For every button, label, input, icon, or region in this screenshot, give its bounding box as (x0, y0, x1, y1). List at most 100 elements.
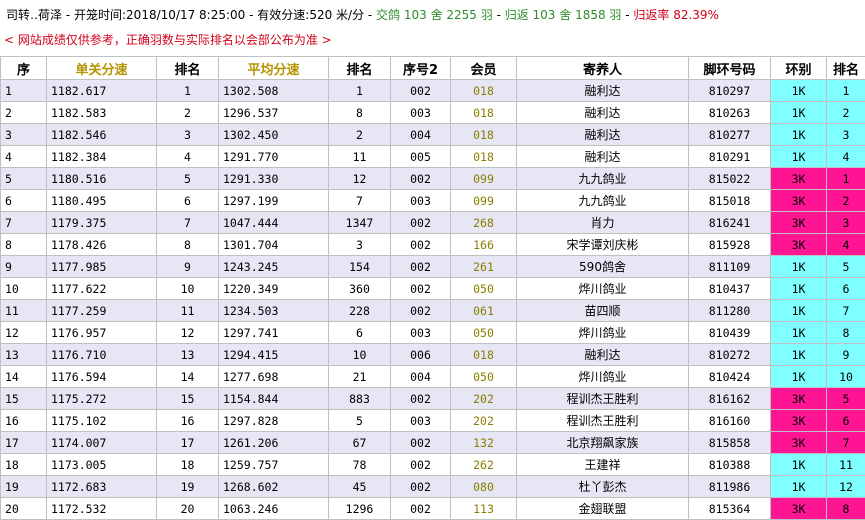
table-row[interactable]: 11 1177.259 11 1234.503 228 002 061 苗四顺 811280 1K… (0, 299, 865, 322)
table-row[interactable]: 2 1182.583 2 1296.537 8 003 018 融利达 810263 1K 2 (0, 101, 865, 124)
table-row[interactable]: 12 1176.957 12 1297.741 6 003 050 烨川鸽业 810439 1K 8 (0, 321, 865, 344)
table-row[interactable]: 7 1179.375 7 1047.444 1347 002 268 肖力 816241 3K 3 (0, 211, 865, 234)
valid-speed-label: 有效分速: (257, 8, 310, 22)
col-header-single-speed[interactable]: 单关分速 (46, 56, 157, 80)
cell-ring-number: 815928 (688, 233, 771, 256)
cell-avg-speed: 1302.508 (218, 79, 329, 102)
table-row[interactable]: 6 1180.495 6 1297.199 7 003 099 九九鸽业 815018 3K 2 (0, 189, 865, 212)
cell-single-speed: 1176.957 (46, 321, 157, 344)
disclaimer-notice: < 网站成绩仅供参考，正确羽数与实际排名以会部公布为准 > (4, 33, 332, 47)
cell-owner: 烨川鸽业 (516, 365, 689, 388)
cell-rank: 12 (156, 321, 219, 344)
table-row[interactable]: 18 1173.005 18 1259.757 78 002 262 王建祥 810388 1K 1… (0, 453, 865, 476)
table-row[interactable]: 3 1182.546 3 1302.450 2 004 018 融利达 810277 1K 3 (0, 123, 865, 146)
cell-owner: 融利达 (516, 101, 689, 124)
cell-avg-rank: 45 (328, 475, 391, 498)
cell-class-rank: 5 (826, 387, 865, 410)
cell-ring-class: 1K (770, 321, 827, 344)
cell-member: 262 (450, 453, 517, 476)
table-row[interactable]: 15 1175.272 15 1154.844 883 002 202 程训杰王胜利 81616… (0, 387, 865, 410)
col-header-avg-speed[interactable]: 平均分速 (218, 56, 329, 80)
col-header-member[interactable]: 会员 (450, 56, 517, 80)
col-header-seq2[interactable]: 序号2 (390, 56, 451, 80)
cell-ring-class: 3K (770, 233, 827, 256)
cell-member: 018 (450, 101, 517, 124)
cell-single-speed: 1177.259 (46, 299, 157, 322)
cell-class-rank: 9 (826, 343, 865, 366)
cell-owner: 程训杰王胜利 (516, 409, 689, 432)
returned-count: 归返 103 舍 1858 羽 (504, 8, 622, 22)
cell-seq2: 006 (390, 343, 451, 366)
cell-ring-class: 3K (770, 387, 827, 410)
cell-rank: 3 (156, 123, 219, 146)
submitted-count: 交鸽 103 舍 2255 羽 (376, 8, 493, 22)
cell-rank: 9 (156, 255, 219, 278)
return-rate: 归返率 82.39% (633, 8, 719, 22)
table-row[interactable]: 5 1180.516 5 1291.330 12 002 099 九九鸽业 815022 3K 1 (0, 167, 865, 190)
col-header-ring-class[interactable]: 环别 (770, 56, 827, 80)
col-header-rank[interactable]: 排名 (156, 56, 219, 80)
cell-ring-number: 816241 (688, 211, 771, 234)
cell-avg-speed: 1301.704 (218, 233, 329, 256)
table-row[interactable]: 1 1182.617 1 1302.508 1 002 018 融利达 810297 1K 1 (0, 79, 865, 102)
separator: - (492, 8, 505, 22)
table-row[interactable]: 10 1177.622 10 1220.349 360 002 050 烨川鸽业 810437 1… (0, 277, 865, 300)
table-row[interactable]: 19 1172.683 19 1268.602 45 002 080 杜丫彭杰 811986 1K… (0, 475, 865, 498)
cell-seq: 20 (0, 497, 47, 520)
cell-avg-rank: 21 (328, 365, 391, 388)
cell-avg-rank: 67 (328, 431, 391, 454)
cell-avg-speed: 1297.828 (218, 409, 329, 432)
cell-single-speed: 1172.683 (46, 475, 157, 498)
col-header-avg-rank[interactable]: 排名 (328, 56, 391, 80)
table-row[interactable]: 9 1177.985 9 1243.245 154 002 261 590鸽舍 811109 1K… (0, 255, 865, 278)
cell-owner: 烨川鸽业 (516, 321, 689, 344)
cell-owner: 王建祥 (516, 453, 689, 476)
cell-seq: 12 (0, 321, 47, 344)
cell-avg-speed: 1302.450 (218, 123, 329, 146)
cell-avg-rank: 5 (328, 409, 391, 432)
cell-seq: 8 (0, 233, 47, 256)
cell-seq2: 002 (390, 387, 451, 410)
cell-ring-number: 810263 (688, 101, 771, 124)
table-row[interactable]: 4 1182.384 4 1291.770 11 005 018 融利达 810291 1K 4 (0, 145, 865, 168)
cell-owner: 融利达 (516, 145, 689, 168)
cell-owner: 肖力 (516, 211, 689, 234)
cell-avg-rank: 12 (328, 167, 391, 190)
cell-avg-speed: 1047.444 (218, 211, 329, 234)
cell-avg-speed: 1297.741 (218, 321, 329, 344)
table-row[interactable]: 8 1178.426 8 1301.704 3 002 166 宋学谭刘庆彬 815928 3K 4 (0, 233, 865, 256)
table-row[interactable]: 13 1176.710 13 1294.415 10 006 018 融利达 810272 1K 9 (0, 343, 865, 366)
cell-ring-class: 1K (770, 299, 827, 322)
col-header-ring-number[interactable]: 脚环号码 (688, 56, 771, 80)
col-header-seq[interactable]: 序 (0, 56, 47, 80)
cell-class-rank: 7 (826, 431, 865, 454)
col-header-owner[interactable]: 寄养人 (516, 56, 689, 80)
cell-rank: 20 (156, 497, 219, 520)
cell-member: 099 (450, 189, 517, 212)
separator: - (62, 8, 74, 22)
table-row[interactable]: 16 1175.102 16 1297.828 5 003 202 程训杰王胜利 816160 3… (0, 409, 865, 432)
cell-avg-speed: 1297.199 (218, 189, 329, 212)
cell-ring-number: 810437 (688, 277, 771, 300)
cell-member: 202 (450, 409, 517, 432)
cell-seq2: 005 (390, 145, 451, 168)
cell-class-rank: 4 (826, 233, 865, 256)
cell-seq2: 002 (390, 453, 451, 476)
col-header-class-rank[interactable]: 排名 (826, 56, 865, 80)
table-row[interactable]: 20 1172.532 20 1063.246 1296 002 113 金翅联盟 815364… (0, 497, 865, 520)
cell-owner: 九九鸽业 (516, 167, 689, 190)
cell-single-speed: 1179.375 (46, 211, 157, 234)
cell-class-rank: 2 (826, 101, 865, 124)
table-row[interactable]: 17 1174.007 17 1261.206 67 002 132 北京翔飙家族 815858… (0, 431, 865, 454)
cell-class-rank: 8 (826, 497, 865, 520)
cell-avg-speed: 1259.757 (218, 453, 329, 476)
cell-single-speed: 1178.426 (46, 233, 157, 256)
table-row[interactable]: 14 1176.594 14 1277.698 21 004 050 烨川鸽业 810424 1K… (0, 365, 865, 388)
cell-single-speed: 1173.005 (46, 453, 157, 476)
cell-seq: 2 (0, 101, 47, 124)
cell-member: 099 (450, 167, 517, 190)
cell-ring-number: 810297 (688, 79, 771, 102)
cell-single-speed: 1180.495 (46, 189, 157, 212)
cell-single-speed: 1182.384 (46, 145, 157, 168)
cell-class-rank: 10 (826, 365, 865, 388)
